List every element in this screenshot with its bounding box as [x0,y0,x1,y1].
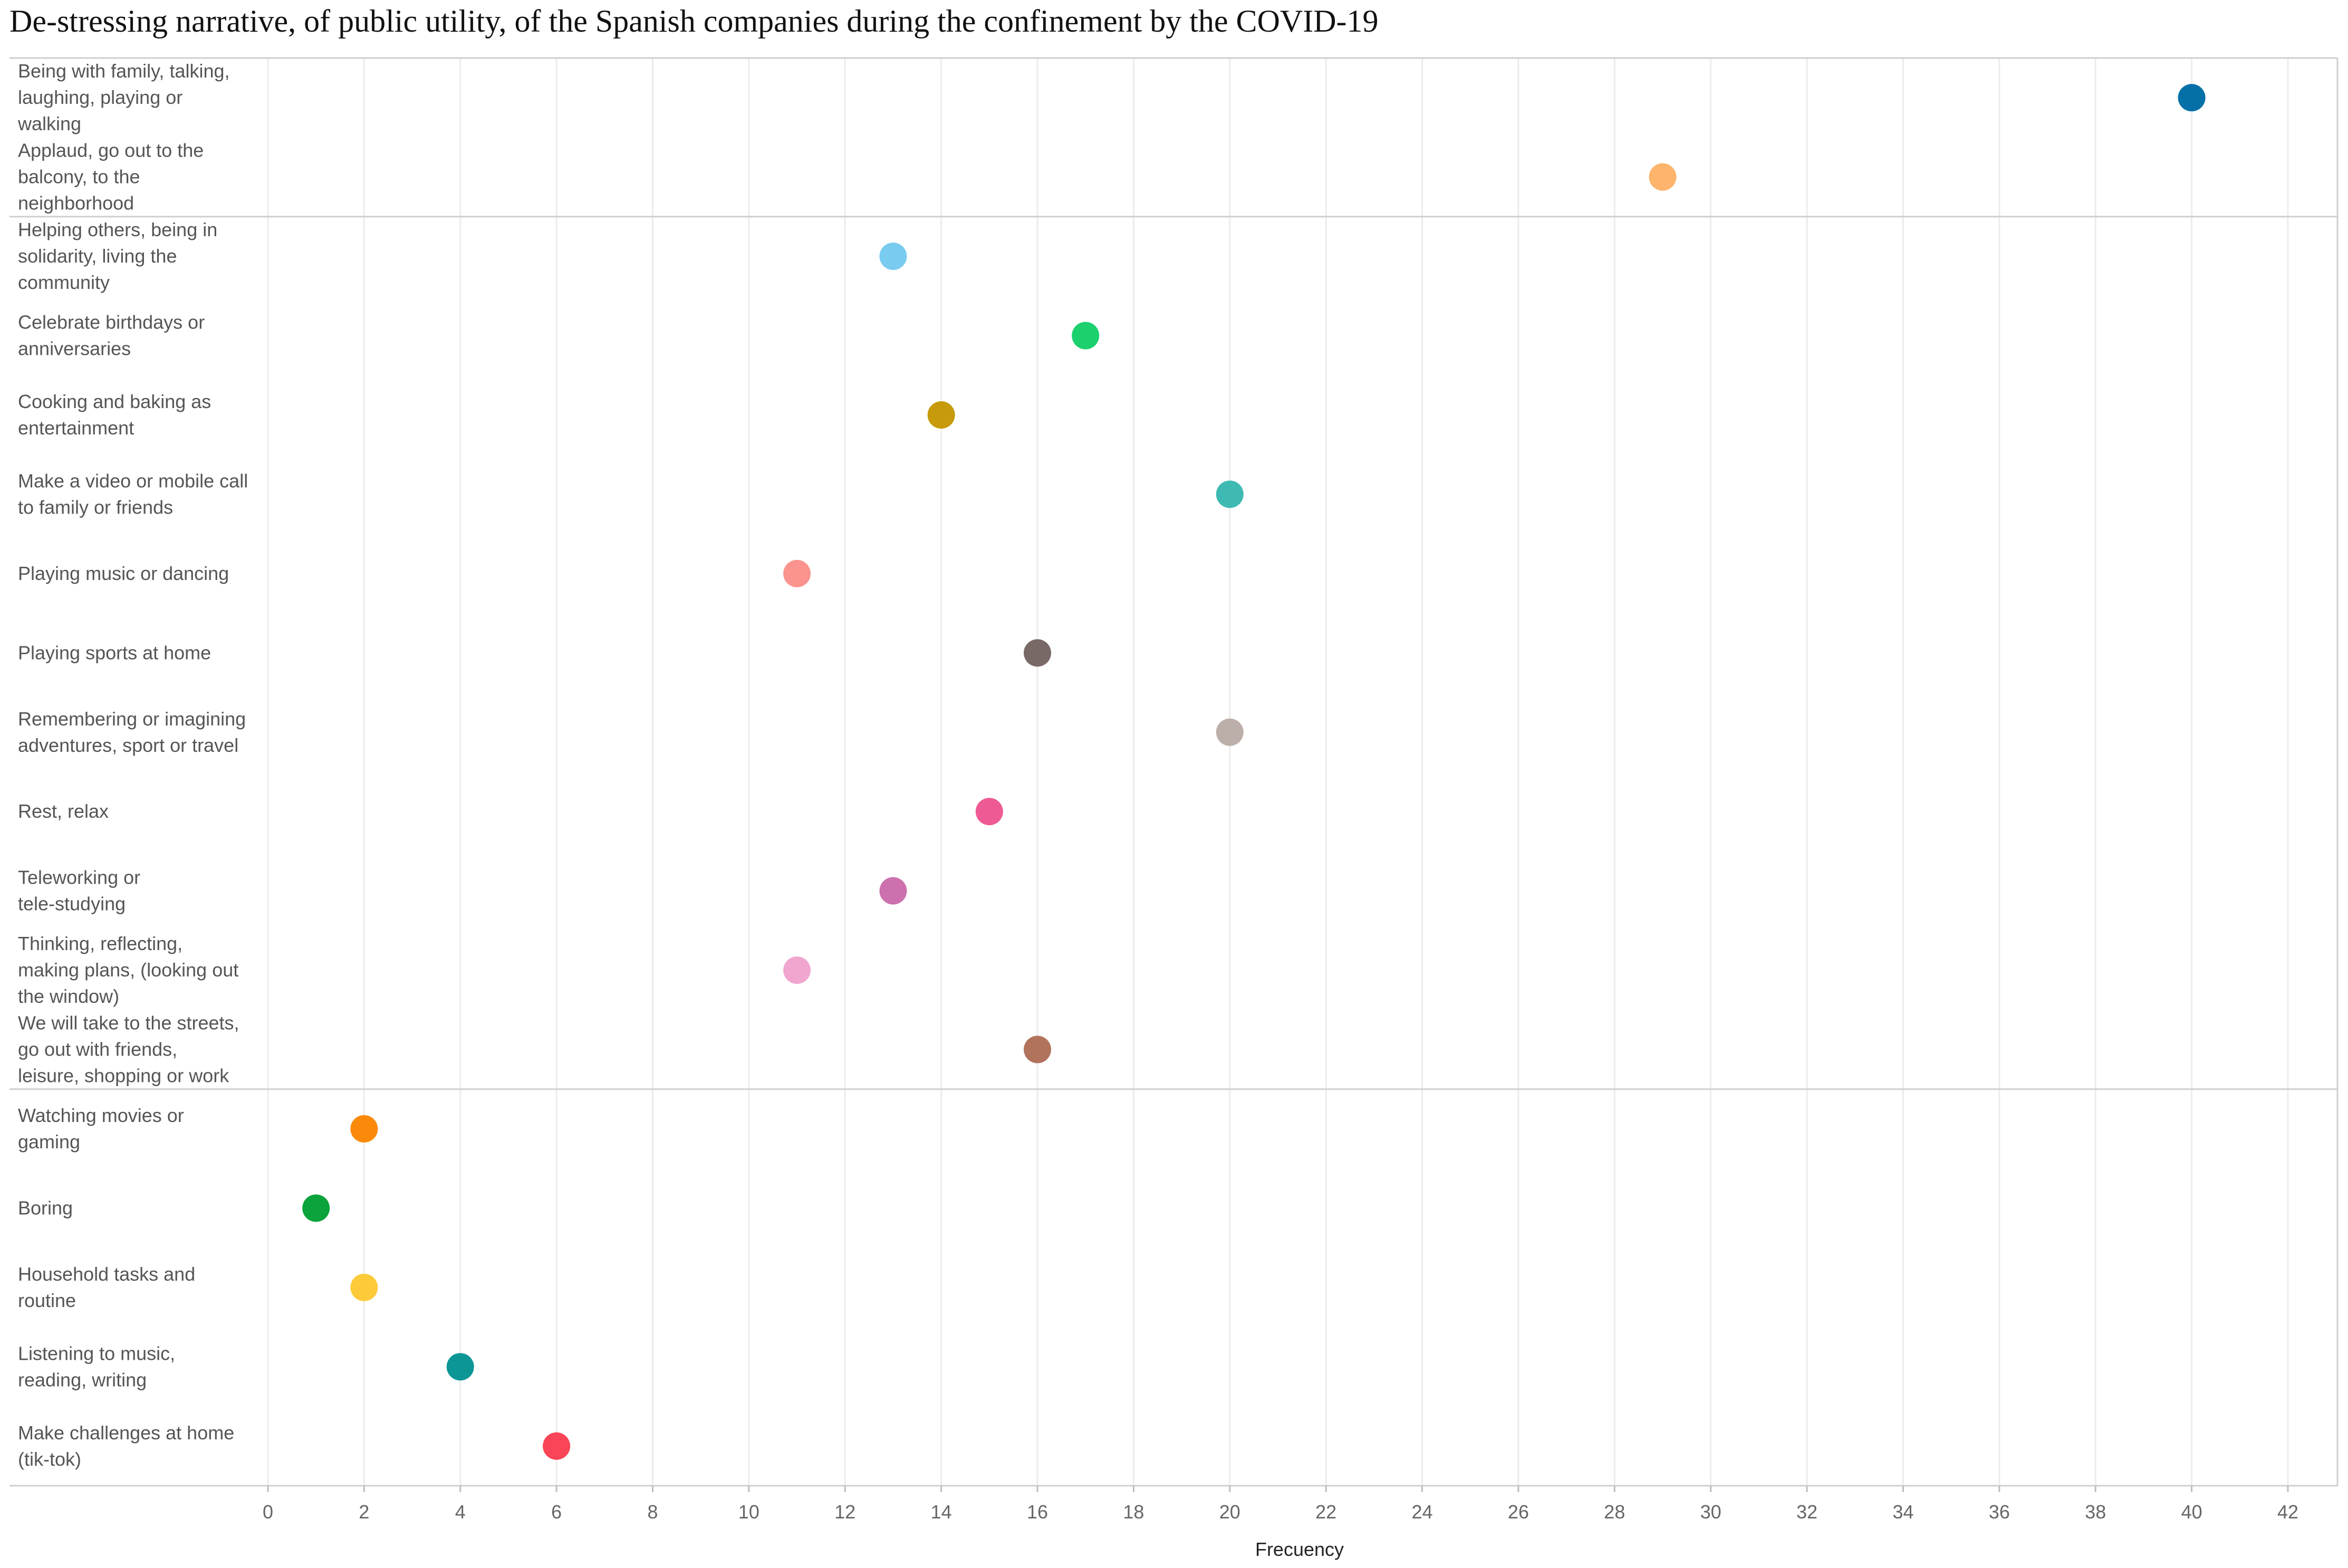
category-label: Rest, relax [18,800,109,822]
x-tick-label: 18 [1123,1501,1144,1523]
x-tick-label: 0 [263,1501,273,1523]
x-tick-label: 4 [455,1501,466,1523]
x-tick-label: 26 [1508,1501,1529,1523]
category-label: Being with family, talking, laughing, pla… [17,60,230,134]
x-tick-label: 6 [551,1501,562,1523]
chart-title: De-stressing narrative, of public utilit… [9,4,1379,38]
category-label: Household tasks and routine [18,1263,195,1311]
data-point[interactable] [1216,480,1244,508]
x-tick-label: 10 [738,1501,759,1523]
data-point[interactable] [446,1353,474,1381]
data-point[interactable] [1216,718,1244,746]
x-axis: 0 2 4 6 8 10 12 14 16 18 20 22 24 26 28 30 32 34 36 38 40 42 [263,1486,2298,1523]
x-tick-label: 8 [648,1501,658,1523]
data-point[interactable] [879,877,907,905]
x-tick-label: 24 [1412,1501,1433,1523]
x-tick-label: 42 [2277,1501,2298,1523]
category-label: Playing music or dancing [18,563,229,584]
data-point[interactable] [879,243,907,270]
data-point[interactable] [783,559,811,587]
x-tick-label: 20 [1219,1501,1240,1523]
data-point[interactable] [1649,163,1677,191]
x-tick-label: 34 [1892,1501,1913,1523]
x-tick-label: 40 [2181,1501,2202,1523]
frame-layer [9,57,2339,1487]
data-point[interactable] [2178,84,2206,112]
data-point[interactable] [783,956,811,984]
category-label: Helping others, being in solidarity, livi… [18,219,217,293]
data-point[interactable] [1024,639,1052,667]
data-point[interactable] [1024,1035,1052,1063]
category-label: Teleworking or tele-studying [18,867,140,915]
data-point[interactable] [1072,322,1100,350]
category-label: Remembering or imagining adventures, spor… [18,708,246,756]
x-tick-label: 14 [931,1501,952,1523]
data-point[interactable] [543,1432,571,1460]
x-tick-label: 38 [2085,1501,2106,1523]
x-axis-title: Frecuency [1255,1538,1344,1560]
category-label: Make challenges at home (tik-tok) [18,1422,234,1470]
x-tick-label: 30 [1700,1501,1721,1523]
x-tick-label: 2 [359,1501,369,1523]
category-label: We will take to the streets, go out with … [18,1012,239,1087]
data-point[interactable] [302,1194,330,1222]
x-tick-label: 36 [1989,1501,2010,1523]
category-label: Thinking, reflecting, making plans, (look… [18,933,238,1007]
x-tick-label: 22 [1315,1501,1336,1523]
x-tick-label: 32 [1796,1501,1817,1523]
category-label: Boring [18,1197,73,1218]
x-tick-label: 12 [834,1501,855,1523]
category-labels: Being with family, talking, laughing, pla… [17,60,248,1470]
x-tick-label: 28 [1604,1501,1625,1523]
category-label: Cooking and baking as entertainment [18,391,211,439]
category-label: Make a video or mobile call to family or … [18,470,248,518]
data-point[interactable] [927,401,955,429]
data-point[interactable] [350,1273,378,1301]
data-point[interactable] [975,798,1003,826]
category-label: Applaud, go out to the balcony, to the nei… [18,140,204,214]
category-label: Celebrate birthdays or anniversaries [18,312,205,360]
category-label: Watching movies or gaming [18,1105,184,1153]
category-label: Playing sports at home [18,642,211,663]
data-points [302,84,2206,1460]
data-point[interactable] [350,1115,378,1143]
x-tick-label: 16 [1027,1501,1048,1523]
grid-layer [267,58,2289,1486]
category-label: Listening to music, reading, writing [18,1342,175,1390]
